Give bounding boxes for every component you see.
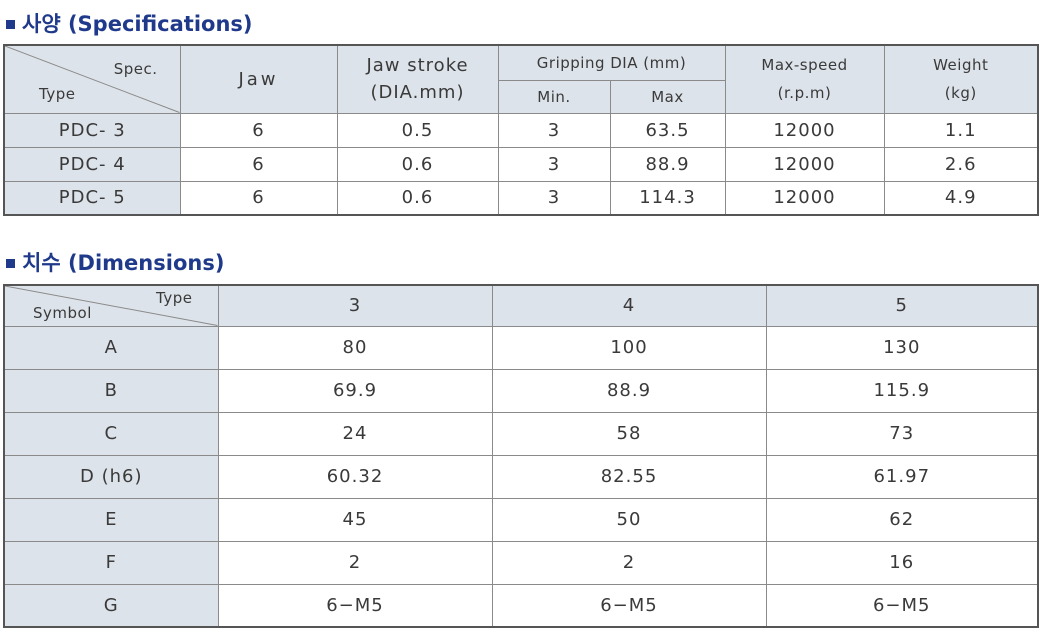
dim-symbol: G (3, 583, 219, 628)
dim-title-text: 치수 (Dimensions) (22, 251, 225, 275)
dim-value: 62 (765, 497, 1039, 542)
spec-jaw: 6 (179, 146, 338, 182)
table-row: G 6−M5 6−M5 6−M5 (3, 583, 1039, 628)
dim-value: 58 (491, 411, 767, 456)
dim-value: 2 (217, 540, 493, 585)
dim-value: 80 (217, 325, 493, 370)
spec-corner-top: Spec. (113, 60, 158, 78)
spec-type: PDC- 4 (3, 146, 181, 182)
header-jaw: Jaw (179, 44, 338, 114)
spec-jaw: 6 (179, 180, 338, 216)
dim-value: 100 (491, 325, 767, 370)
table-row: E 45 50 62 (3, 497, 1039, 542)
square-bullet-icon (6, 20, 15, 29)
dim-value: 6−M5 (491, 583, 767, 628)
spec-corner-header: Spec. Type (3, 44, 181, 114)
spec-section-title: 사양 (Specifications) (6, 9, 253, 37)
dim-col-header: 3 (217, 284, 493, 327)
table-row: PDC- 4 6 0.6 3 88.9 12000 2.6 (3, 146, 1039, 182)
dim-value: 115.9 (765, 368, 1039, 413)
spec-min: 3 (497, 180, 611, 216)
header-jaw-stroke-line1: Jaw stroke (366, 55, 469, 77)
spec-jaw: 6 (179, 112, 338, 148)
header-weight: Weight (kg) (883, 44, 1039, 114)
spec-weight: 1.1 (883, 112, 1039, 148)
diagonal-line (5, 46, 180, 113)
dim-symbol: C (3, 411, 219, 456)
spec-title-text: 사양 (Specifications) (22, 12, 253, 36)
diagonal-line (5, 286, 218, 326)
header-gripping-dia: Gripping DIA (mm) (497, 44, 726, 81)
spec-weight: 4.9 (883, 180, 1039, 216)
dim-value: 16 (765, 540, 1039, 585)
header-jaw-stroke: Jaw stroke (DIA.mm) (336, 44, 499, 114)
dim-section-title: 치수 (Dimensions) (6, 248, 224, 276)
dim-value: 130 (765, 325, 1039, 370)
spec-stroke: 0.6 (336, 180, 499, 216)
dim-value: 61.97 (765, 454, 1039, 499)
spec-speed: 12000 (724, 112, 885, 148)
header-min: Min. (497, 79, 611, 114)
dim-symbol: B (3, 368, 219, 413)
header-weight-line2: (kg) (944, 84, 977, 103)
spec-min: 3 (497, 146, 611, 182)
dim-value: 50 (491, 497, 767, 542)
header-jaw-stroke-line2: (DIA.mm) (370, 82, 465, 104)
dim-symbol: A (3, 325, 219, 370)
dim-corner-top: Type (156, 289, 193, 307)
table-row: B 69.9 88.9 115.9 (3, 368, 1039, 413)
dimensions-table: Type Symbol 3 4 5 A 80 100 130 B 69.9 88… (3, 284, 1039, 628)
header-max-speed-line1: Max-speed (761, 56, 848, 75)
dim-value: 2 (491, 540, 767, 585)
table-row: D (h6) 60.32 82.55 61.97 (3, 454, 1039, 499)
dim-value: 60.32 (217, 454, 493, 499)
dim-col-header: 4 (491, 284, 767, 327)
dim-value: 6−M5 (765, 583, 1039, 628)
spec-corner-bottom: Type (39, 84, 76, 103)
header-max: Max (609, 79, 726, 114)
table-row: PDC- 5 6 0.6 3 114.3 12000 4.9 (3, 180, 1039, 216)
header-weight-line1: Weight (933, 56, 989, 75)
table-row: A 80 100 130 (3, 325, 1039, 370)
spec-weight: 2.6 (883, 146, 1039, 182)
dim-value: 45 (217, 497, 493, 542)
dim-value: 82.55 (491, 454, 767, 499)
spec-min: 3 (497, 112, 611, 148)
dim-corner-header: Type Symbol (3, 284, 219, 327)
spec-max: 114.3 (609, 180, 726, 216)
header-max-speed-line2: (r.p.m) (777, 84, 832, 103)
table-row: PDC- 3 6 0.5 3 63.5 12000 1.1 (3, 112, 1039, 148)
spec-max: 88.9 (609, 146, 726, 182)
dim-value: 6−M5 (217, 583, 493, 628)
table-row: C 24 58 73 (3, 411, 1039, 456)
spec-speed: 12000 (724, 180, 885, 216)
square-bullet-icon (6, 259, 15, 268)
table-row: F 2 2 16 (3, 540, 1039, 585)
spec-stroke: 0.5 (336, 112, 499, 148)
dim-value: 88.9 (491, 368, 767, 413)
spec-stroke: 0.6 (336, 146, 499, 182)
dim-symbol: F (3, 540, 219, 585)
dim-symbol: D (h6) (3, 454, 219, 499)
dim-value: 24 (217, 411, 493, 456)
dim-value: 73 (765, 411, 1039, 456)
spec-speed: 12000 (724, 146, 885, 182)
header-max-speed: Max-speed (r.p.m) (724, 44, 885, 114)
dim-value: 69.9 (217, 368, 493, 413)
dim-symbol: E (3, 497, 219, 542)
spec-max: 63.5 (609, 112, 726, 148)
dim-col-header: 5 (765, 284, 1039, 327)
dim-corner-bottom: Symbol (33, 303, 92, 322)
spec-type: PDC- 3 (3, 112, 181, 148)
spec-type: PDC- 5 (3, 180, 181, 216)
specifications-table: Spec. Type Jaw Jaw stroke (DIA.mm) Gripp… (3, 44, 1039, 216)
